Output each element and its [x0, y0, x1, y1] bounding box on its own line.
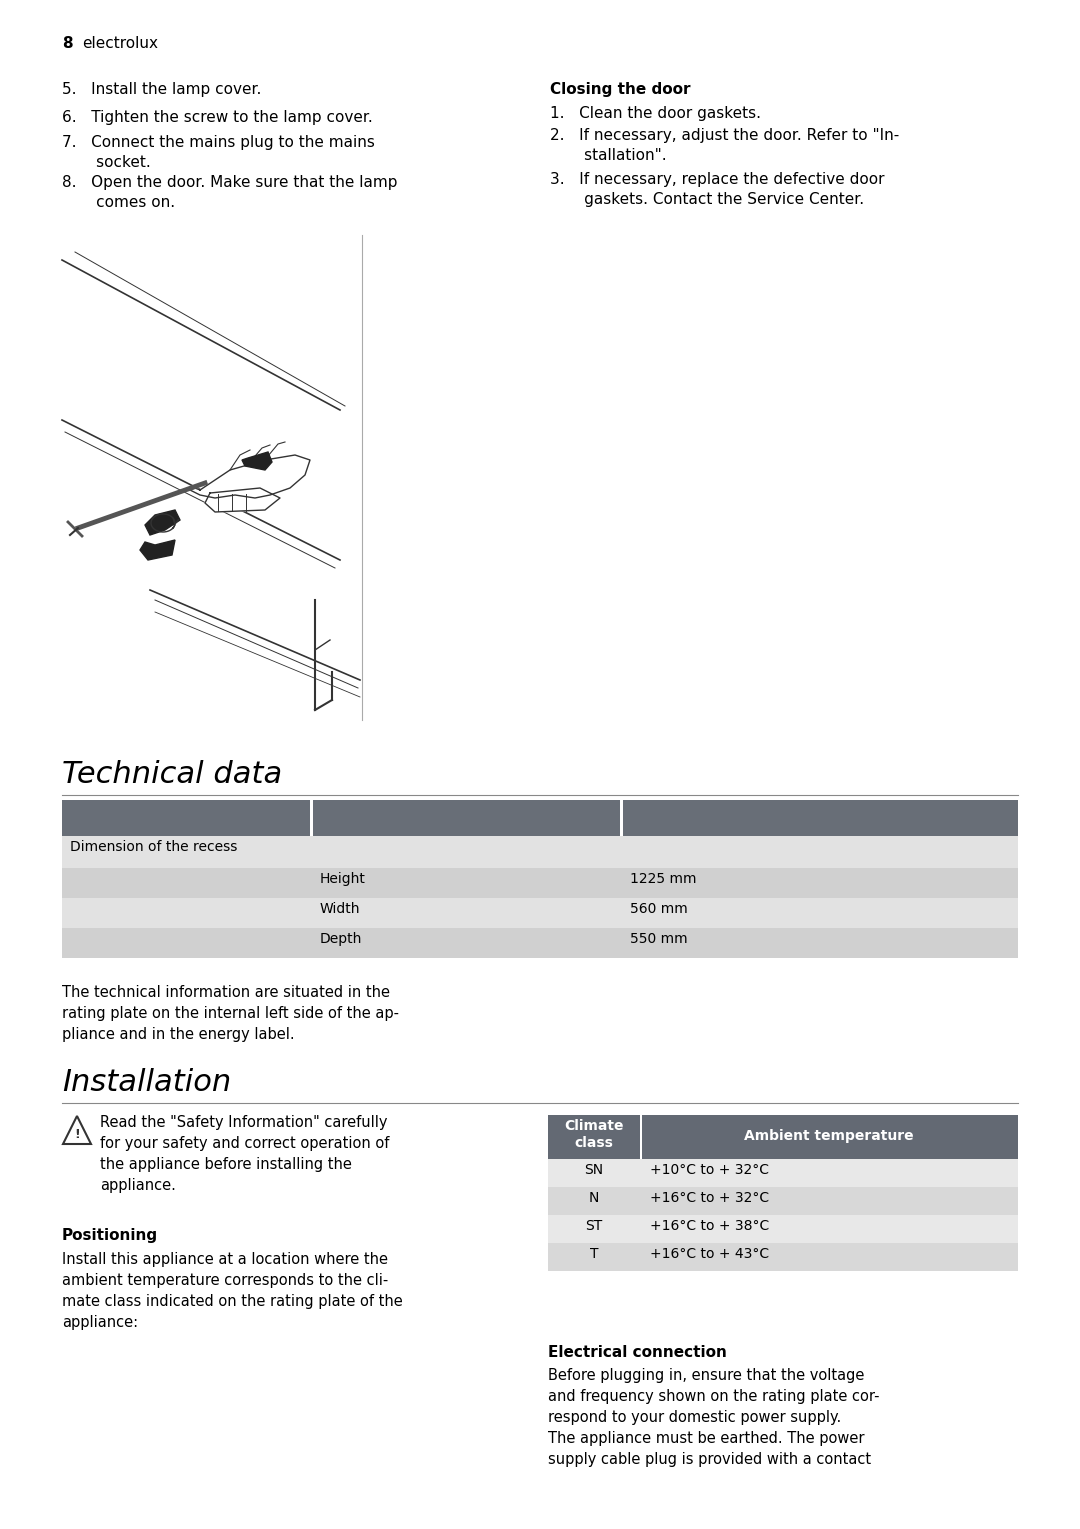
Bar	[62, 928, 1018, 959]
Text: Before plugging in, ensure that the voltage
and frequency shown on the rating pl: Before plugging in, ensure that the volt…	[548, 1368, 879, 1466]
Text: 5.   Install the lamp cover.: 5. Install the lamp cover.	[62, 83, 261, 96]
Polygon shape	[190, 456, 310, 498]
Text: 8: 8	[62, 37, 72, 50]
Polygon shape	[242, 453, 272, 469]
Text: Installation: Installation	[62, 1067, 231, 1096]
Polygon shape	[145, 511, 180, 535]
Bar	[548, 1216, 1018, 1243]
Text: !: !	[75, 1127, 80, 1141]
Text: Ambient temperature: Ambient temperature	[744, 1128, 914, 1144]
Text: 560 mm: 560 mm	[630, 902, 688, 916]
Bar	[62, 868, 1018, 898]
Text: 1.   Clean the door gaskets.: 1. Clean the door gaskets.	[550, 106, 761, 121]
Text: +16°C to + 43°C: +16°C to + 43°C	[650, 1248, 769, 1261]
Text: Electrical connection: Electrical connection	[548, 1346, 727, 1359]
Bar	[548, 1159, 1018, 1187]
Text: Positioning: Positioning	[62, 1228, 158, 1243]
Bar	[62, 836, 1018, 868]
Bar	[548, 1115, 640, 1159]
Text: Technical data: Technical data	[62, 760, 282, 789]
Bar	[62, 898, 1018, 928]
Text: 2.   If necessary, adjust the door. Refer to "In-
       stallation".: 2. If necessary, adjust the door. Refer …	[550, 128, 900, 164]
Text: 8.   Open the door. Make sure that the lamp
       comes on.: 8. Open the door. Make sure that the lam…	[62, 174, 397, 211]
Text: +10°C to + 32°C: +10°C to + 32°C	[650, 1164, 769, 1177]
Text: 6.   Tighten the screw to the lamp cover.: 6. Tighten the screw to the lamp cover.	[62, 110, 373, 125]
Bar	[548, 1243, 1018, 1271]
Bar	[548, 1187, 1018, 1216]
Bar	[313, 800, 620, 836]
Bar	[642, 1115, 1018, 1159]
Text: 7.   Connect the mains plug to the mains
       socket.: 7. Connect the mains plug to the mains s…	[62, 135, 375, 170]
Text: The technical information are situated in the
rating plate on the internal left : The technical information are situated i…	[62, 985, 399, 1041]
Text: 550 mm: 550 mm	[630, 933, 688, 946]
Text: N: N	[589, 1191, 599, 1205]
Text: Install this appliance at a location where the
ambient temperature corresponds t: Install this appliance at a location whe…	[62, 1252, 403, 1330]
Text: Dimension of the recess: Dimension of the recess	[70, 839, 238, 855]
Polygon shape	[205, 488, 280, 512]
Text: +16°C to + 38°C: +16°C to + 38°C	[650, 1219, 769, 1232]
Bar	[62, 800, 310, 836]
Text: Closing the door: Closing the door	[550, 83, 690, 96]
Text: T: T	[590, 1248, 598, 1261]
Bar	[623, 800, 1018, 836]
Text: Depth: Depth	[320, 933, 363, 946]
Text: electrolux: electrolux	[82, 37, 158, 50]
Text: ST: ST	[585, 1219, 603, 1232]
Text: Climate
class: Climate class	[564, 1119, 624, 1150]
Polygon shape	[140, 540, 175, 560]
Text: SN: SN	[584, 1164, 604, 1177]
Text: Width: Width	[320, 902, 361, 916]
Text: 1225 mm: 1225 mm	[630, 872, 697, 885]
Text: 3.   If necessary, replace the defective door
       gaskets. Contact the Servic: 3. If necessary, replace the defective d…	[550, 171, 885, 208]
Text: +16°C to + 32°C: +16°C to + 32°C	[650, 1191, 769, 1205]
Text: Height: Height	[320, 872, 366, 885]
Text: Read the "Safety Information" carefully
for your safety and correct operation of: Read the "Safety Information" carefully …	[100, 1115, 390, 1193]
